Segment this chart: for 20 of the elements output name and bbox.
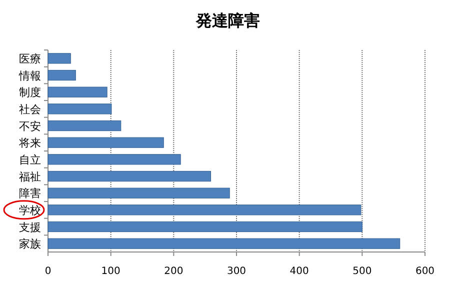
y-tick-label: 家族 bbox=[19, 238, 41, 251]
y-tick-label: 将来 bbox=[18, 136, 41, 150]
y-tick-label: 制度 bbox=[19, 86, 41, 100]
y-tick-label: 自立 bbox=[19, 153, 41, 166]
y-tick-label: 支援 bbox=[19, 220, 41, 234]
chart-title: 発達障害 bbox=[195, 11, 260, 30]
x-tick-label: 400 bbox=[290, 266, 309, 277]
y-tick-label: 福祉 bbox=[19, 170, 41, 184]
x-tick-label: 200 bbox=[164, 266, 184, 277]
y-tick-label: 情報 bbox=[18, 69, 41, 82]
x-tick-label: 0 bbox=[44, 266, 52, 277]
x-tick-label: 600 bbox=[415, 266, 435, 277]
y-tick-label: 社会 bbox=[19, 102, 41, 116]
y-tick-label: 医療 bbox=[19, 52, 41, 66]
x-tick-label: 100 bbox=[101, 266, 120, 277]
y-tick-label: 学校 bbox=[19, 204, 41, 217]
y-tick-label: 不安 bbox=[19, 120, 41, 133]
x-tick-label: 500 bbox=[352, 266, 372, 277]
y-tick-label: 障害 bbox=[19, 187, 41, 200]
x-tick-label: 300 bbox=[226, 266, 246, 277]
